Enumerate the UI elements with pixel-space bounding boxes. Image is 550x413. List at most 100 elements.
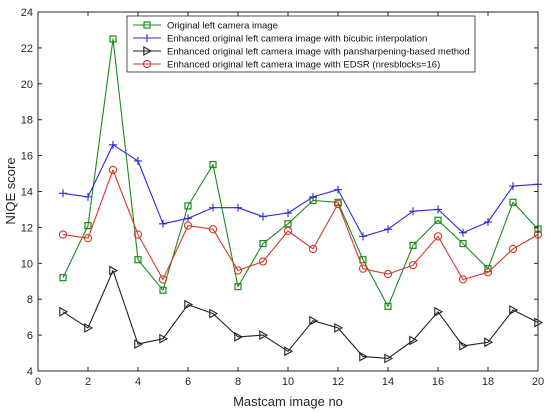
series-4-point: [308, 244, 318, 254]
legend-entry-4: Enhanced original left camera image with…: [133, 60, 440, 71]
series-3-point: [384, 353, 394, 364]
series-1-point: [159, 286, 167, 294]
series-2-point: [434, 205, 442, 214]
series-4: [58, 165, 543, 284]
y-axis-label: NIQE score: [3, 157, 18, 224]
series-4-point: [58, 230, 68, 239]
y-tick-label: 12: [21, 222, 33, 234]
series-3-point: [484, 337, 494, 348]
series-3-point: [459, 340, 469, 351]
series-layer: [58, 35, 544, 364]
series-2-point: [59, 189, 67, 198]
series-4-point: [133, 230, 143, 239]
legend-entry-1: Original left camera image: [133, 21, 278, 32]
series-3-point: [309, 315, 319, 326]
series-2-point: [259, 212, 267, 221]
legend-entry-2: Enhanced original left camera image with…: [133, 34, 427, 45]
series-3-point: [209, 308, 219, 319]
series-2-point: [409, 207, 417, 216]
series-1-point: [459, 239, 467, 248]
series-3-point: [409, 335, 419, 346]
series-3-point: [84, 322, 94, 333]
series-2-point: [359, 232, 367, 241]
series-2-point: [159, 219, 167, 228]
y-tick-label: 6: [27, 330, 33, 342]
series-4-point: [283, 226, 293, 236]
series-2-point: [284, 209, 292, 218]
legend-label: Enhanced original left camera image with…: [167, 34, 427, 45]
series-4-point: [208, 225, 218, 234]
series-3-point: [434, 306, 444, 317]
series-4-point: [108, 165, 118, 175]
y-tick-label: 18: [21, 115, 33, 127]
series-2-point: [134, 156, 142, 165]
series-2-point: [334, 185, 342, 194]
series-3-point: [59, 306, 69, 317]
series-1-point: [509, 198, 517, 206]
x-tick-label: 16: [432, 376, 444, 388]
legend-box: [126, 15, 476, 73]
series-1-point: [84, 222, 92, 230]
x-tick-label: 18: [482, 376, 494, 388]
series-1-point: [184, 202, 192, 210]
x-tick-label: 12: [332, 376, 344, 388]
series-4-point: [408, 260, 418, 270]
series-4-line: [62, 169, 539, 281]
series-3-point: [234, 331, 244, 342]
series-2-point: [384, 225, 392, 234]
legend-label: Enhanced original left camera image with…: [167, 47, 470, 58]
series-2-point: [484, 218, 492, 227]
series-1-point: [234, 283, 242, 291]
series-3-point: [509, 305, 519, 315]
x-tick-label: 2: [85, 376, 91, 388]
series-2-point: [109, 140, 117, 149]
legend-marker-sample: [143, 21, 151, 29]
x-tick-label: 14: [382, 376, 394, 388]
legend-label: Original left camera image: [167, 21, 278, 32]
series-3-point: [259, 330, 269, 341]
series-2-point: [234, 203, 242, 212]
series-1-point: [384, 302, 392, 310]
series-3-point: [184, 299, 194, 310]
series-4-point: [158, 275, 168, 284]
legend: Original left camera image Enhanced origi…: [126, 15, 476, 73]
series-1-point: [209, 160, 217, 169]
series-3-point: [284, 346, 294, 357]
y-tick-label: 4: [27, 366, 33, 378]
series-4-point: [183, 221, 193, 230]
y-tick-label: 16: [21, 151, 33, 163]
series-4-point: [358, 264, 368, 273]
series-3-line: [62, 269, 539, 359]
x-tick-label: 20: [532, 376, 544, 388]
legend-label: Enhanced original left camera image with…: [167, 60, 440, 71]
series-3-point: [134, 339, 144, 350]
y-tick-label: 14: [21, 187, 33, 199]
legend-marker-sample: [143, 34, 151, 42]
series-1-point: [434, 216, 442, 224]
series-1: [59, 35, 542, 310]
series-2-point: [459, 228, 467, 237]
series-4-point: [433, 232, 443, 241]
series-3-point: [359, 351, 369, 362]
series-2-point: [84, 192, 92, 201]
series-1-point: [134, 256, 142, 264]
y-tick-label: 8: [27, 294, 33, 306]
series-2-line: [62, 144, 539, 237]
series-4-point: [458, 275, 468, 284]
series-4-point: [83, 234, 93, 243]
series-4-point: [508, 244, 518, 254]
series-1-point: [109, 35, 117, 43]
series-3-point: [109, 265, 119, 276]
y-tick-label: 20: [21, 79, 33, 91]
series-3-point: [159, 333, 169, 344]
series-1-line: [62, 38, 539, 307]
legend-marker-sample: [143, 46, 153, 56]
x-tick-label: 4: [135, 376, 141, 388]
x-tick-label: 6: [185, 376, 191, 388]
series-4-point: [233, 266, 243, 275]
series-2-point: [509, 182, 517, 191]
series-1-point: [259, 239, 267, 248]
